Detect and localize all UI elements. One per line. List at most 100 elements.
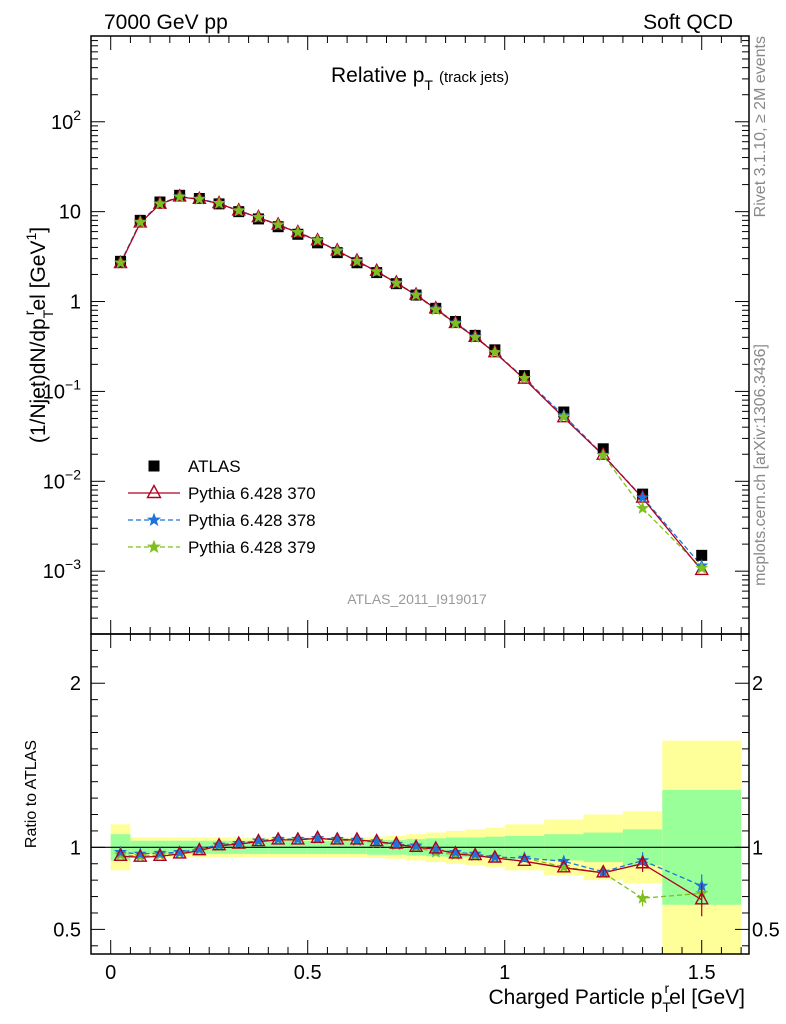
y-tick-label-base: 10 — [43, 561, 65, 583]
mc-point — [636, 501, 650, 514]
plot-title: Relative pT (track jets) — [331, 64, 509, 93]
legend-entry: ATLAS — [148, 457, 241, 476]
mc-point — [212, 196, 226, 209]
mc-point — [695, 561, 709, 574]
mc-point — [330, 244, 344, 257]
ratio-point — [211, 837, 227, 851]
ratio-point — [153, 846, 167, 859]
legend-marker — [148, 460, 160, 472]
mc-point — [596, 448, 610, 462]
y-axis-label-part: el [GeV — [27, 240, 50, 310]
x-axis-label-sub: T — [662, 999, 671, 1015]
y-tick-label-exp: 2 — [73, 107, 81, 123]
ratio-point — [133, 847, 147, 860]
ratio-point — [270, 831, 286, 845]
ratio-point — [370, 834, 384, 848]
mc-point — [113, 255, 128, 269]
y-axis-label-part: r — [21, 310, 37, 315]
ratio-point — [212, 838, 226, 851]
ratio-point — [251, 833, 266, 847]
ratio-point — [408, 838, 424, 853]
mc-point — [517, 371, 531, 384]
ratio-y-tick-label-right: 1 — [752, 837, 763, 859]
ratio-ticks — [91, 633, 749, 954]
y-tick-label-exp: −3 — [65, 556, 81, 572]
y-axis-label-part: (1/Njet)dN/dp — [27, 318, 50, 443]
ratio-point — [556, 859, 571, 873]
header-right: Soft QCD — [643, 11, 733, 34]
main-ticks — [91, 35, 749, 635]
analysis-id: ATLAS_2011_I919017 — [347, 591, 487, 607]
ratio-point — [271, 832, 285, 845]
ratio-point — [349, 831, 365, 845]
y-tick-label: 1 — [70, 292, 81, 314]
mc-point — [409, 288, 423, 301]
y-tick-label-exp: −2 — [65, 466, 81, 482]
ratio-marks — [113, 829, 709, 917]
mc-point — [251, 210, 266, 223]
y-tick-label-exp: −1 — [65, 376, 81, 392]
ratio-y-tick-label: 2 — [70, 673, 81, 695]
mc-point — [557, 410, 571, 423]
mc-point — [133, 215, 147, 228]
x-axis-label: Charged Particle pTrel [GeV] — [488, 980, 745, 1015]
ratio-point — [232, 836, 246, 849]
ratio-frame — [90, 633, 750, 955]
y-axis-label-part: T — [40, 309, 56, 318]
main-y-axis-label: (1/Njet)dN/dpTrel [GeV1] — [21, 227, 56, 443]
y-axis-label-part: 1 — [23, 232, 39, 240]
ratio-point — [409, 838, 423, 852]
mc-point — [192, 192, 206, 205]
legend-entry: Pythia 6.428 378 — [128, 511, 316, 530]
legend-entry: Pythia 6.428 379 — [128, 538, 316, 557]
y-tick-label-base: 10 — [43, 381, 65, 403]
ratio-point — [389, 837, 403, 850]
ratio-point — [369, 833, 384, 847]
mc-point — [429, 302, 443, 316]
mc-point — [173, 190, 187, 203]
y-tick-label: 10−3 — [43, 556, 81, 583]
ratio-point — [192, 842, 207, 856]
mc-point — [389, 276, 403, 289]
ratio-point — [389, 835, 404, 849]
ratio-point — [113, 847, 128, 862]
plot-title-sub: T — [424, 77, 433, 93]
plot-title-suffix: (track jets) — [439, 69, 509, 86]
ratio-point — [468, 847, 482, 860]
y-tick-label: 10−2 — [43, 466, 81, 493]
ratio-y-axis-label: Ratio to ATLAS — [23, 740, 40, 848]
mc-point — [370, 264, 384, 278]
ratio-point — [291, 832, 305, 845]
ratio-point — [172, 845, 187, 859]
x-tick-labels: 0 0.5 1 1.5 — [105, 962, 715, 984]
ratio-point — [517, 852, 532, 866]
ratio-point — [311, 831, 325, 844]
ratio-y-tick-labels: 0.5 0.5 1 1 2 2 — [53, 673, 780, 941]
side-label-bottom: mcplots.cern.ch [arXiv:1306.3436] — [752, 344, 769, 586]
ratio-point — [694, 891, 709, 905]
legend-marker — [146, 484, 162, 499]
side-label-top: Rivet 3.1.10, ≥ 2M events — [752, 36, 769, 217]
legend: ATLAS Pythia 6.428 370 Pythia 6.428 378 Pyt… — [128, 457, 316, 557]
y-tick-label: 10 — [59, 202, 81, 224]
mc-point — [350, 254, 364, 267]
ratio-point — [517, 851, 531, 864]
ratio-point — [428, 840, 443, 854]
y-axis-label-text: (1/Njet)dN/dpTrel [GeV1] — [21, 227, 56, 443]
ratio-point — [467, 847, 483, 861]
data-point — [696, 549, 708, 561]
plot-title-main: Relative p — [331, 64, 424, 87]
legend-label: Pythia 6.428 378 — [188, 511, 316, 530]
ratio-point — [310, 829, 325, 844]
mc-point — [232, 203, 246, 217]
mc-point — [468, 330, 482, 343]
x-tick-label: 0 — [105, 962, 116, 984]
mc-point — [291, 225, 305, 238]
ratio-point — [330, 831, 345, 845]
legend-label: Pythia 6.428 370 — [188, 484, 316, 503]
ratio-point — [557, 860, 571, 873]
ratio-point — [113, 845, 128, 858]
legend-label: Pythia 6.428 379 — [188, 538, 316, 557]
